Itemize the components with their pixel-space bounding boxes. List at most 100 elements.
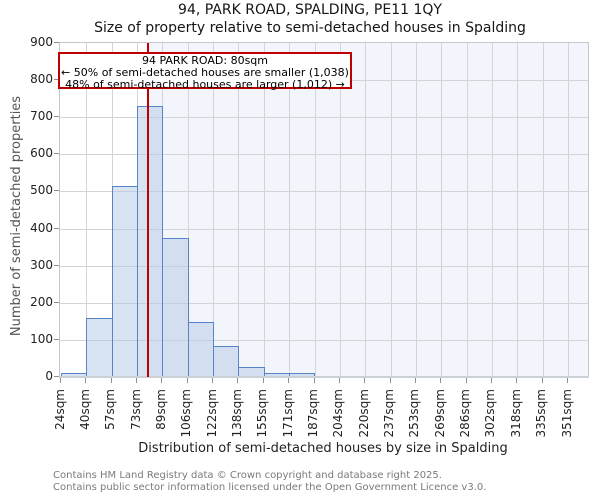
x-tick-mark: [60, 378, 61, 383]
x-tick-mark: [237, 378, 239, 383]
vertical-gridline: [86, 43, 88, 377]
x-tick-label: 122sqm: [204, 389, 219, 438]
horizontal-gridline: [60, 228, 588, 230]
y-tick-label: 100: [30, 331, 53, 346]
horizontal-gridline: [60, 117, 588, 119]
y-tick-mark: [54, 227, 59, 229]
x-tick-label: 89sqm: [153, 389, 168, 430]
annotation-smaller-line: ← 50% of semi-detached houses are smalle…: [61, 66, 349, 80]
x-tick-label: 286sqm: [458, 389, 473, 438]
x-tick-label: 24sqm: [52, 389, 67, 430]
vertical-gridline: [542, 43, 544, 377]
histogram-bar: [162, 237, 189, 377]
y-tick-label: 0: [45, 369, 53, 383]
x-tick-label: 40sqm: [77, 389, 92, 430]
footer-line-1: Contains HM Land Registry data © Crown c…: [53, 470, 442, 481]
horizontal-gridline: [60, 265, 588, 267]
x-tick-mark: [364, 378, 366, 383]
x-tick-label: 57sqm: [103, 389, 118, 430]
x-tick-label: 269sqm: [432, 389, 447, 438]
y-tick-mark: [54, 301, 59, 303]
y-tick-label: 300: [30, 257, 53, 272]
vertical-gridline: [314, 43, 316, 377]
vertical-gridline: [517, 43, 519, 377]
x-tick-mark: [85, 378, 87, 383]
vertical-gridline: [187, 43, 189, 377]
y-tick-mark: [54, 42, 59, 43]
vertical-gridline: [441, 43, 443, 377]
x-tick-label: 155sqm: [255, 389, 270, 438]
x-tick-mark: [465, 378, 467, 383]
x-tick-mark: [541, 378, 543, 383]
x-tick-mark: [288, 378, 290, 383]
x-tick-mark: [389, 378, 391, 383]
y-tick-label: 600: [30, 146, 53, 161]
horizontal-gridline: [60, 339, 588, 341]
x-tick-mark: [490, 378, 492, 383]
y-tick-label: 700: [30, 109, 53, 124]
x-tick-mark: [516, 378, 518, 383]
y-tick-mark: [54, 338, 59, 340]
footer-attribution: Contains HM Land Registry data © Crown c…: [53, 470, 486, 493]
histogram-bar: [86, 317, 113, 377]
horizontal-gridline: [60, 191, 588, 193]
histogram-bar: [137, 106, 164, 377]
larger-region-shading: [147, 43, 588, 377]
vertical-gridline: [339, 43, 341, 377]
x-tick-label: 73sqm: [128, 389, 143, 430]
vertical-gridline: [466, 43, 468, 377]
footer-line-2: Contains public sector information licen…: [53, 481, 487, 493]
y-tick-label: 200: [30, 294, 53, 309]
x-tick-mark: [440, 378, 442, 383]
x-axis-line: [59, 376, 589, 378]
vertical-gridline: [390, 43, 392, 377]
x-tick-label: 318sqm: [508, 389, 523, 438]
plot-area: [59, 42, 589, 378]
y-tick-label: 800: [30, 72, 53, 87]
x-tick-mark: [186, 378, 188, 383]
histogram-bar: [213, 346, 240, 377]
x-axis-title: Distribution of semi-detached houses by …: [138, 441, 508, 456]
x-tick-label: 204sqm: [331, 389, 346, 438]
x-tick-label: 253sqm: [407, 389, 422, 438]
y-tick-mark: [54, 190, 59, 192]
histogram-bar: [187, 322, 215, 377]
y-tick-mark: [54, 376, 59, 377]
y-tick-mark: [54, 116, 59, 118]
annotation-property-line: 94 PARK ROAD: 80sqm: [141, 54, 269, 67]
x-tick-label: 351sqm: [559, 389, 574, 438]
vertical-gridline: [365, 43, 367, 377]
x-tick-mark: [338, 378, 340, 383]
x-tick-mark: [212, 378, 214, 383]
vertical-gridline: [568, 43, 569, 377]
x-tick-label: 237sqm: [382, 389, 397, 438]
x-tick-label: 187sqm: [306, 389, 320, 438]
x-tick-label: 302sqm: [483, 389, 498, 438]
y-tick-mark: [54, 264, 59, 266]
x-tick-label: 335sqm: [534, 389, 549, 438]
vertical-gridline: [415, 43, 417, 377]
vertical-gridline: [213, 43, 215, 377]
y-tick-mark: [54, 153, 59, 155]
annotation-larger-line: 48% of semi-detached houses are larger (…: [65, 78, 345, 92]
x-tick-mark: [136, 378, 138, 383]
chart-title: 94, PARK ROAD, SPALDING, PE11 1QY: [178, 2, 442, 18]
marker-annotation: 94 PARK ROAD: 80sqm ← 50% of semi-detach…: [58, 52, 352, 92]
x-tick-mark: [414, 378, 416, 383]
x-tick-mark: [110, 378, 112, 383]
y-tick-label: 500: [30, 183, 53, 198]
x-tick-label: 171sqm: [280, 389, 295, 438]
x-tick-mark: [262, 378, 264, 383]
horizontal-gridline: [60, 302, 588, 304]
chart-subtitle: Size of property relative to semi-detach…: [94, 20, 526, 36]
vertical-gridline: [289, 43, 291, 377]
vertical-gridline: [491, 43, 493, 377]
vertical-gridline: [238, 43, 240, 377]
vertical-gridline: [263, 43, 265, 377]
x-tick-mark: [313, 378, 315, 383]
y-tick-label: 900: [30, 35, 53, 49]
x-tick-label: 106sqm: [179, 389, 194, 438]
x-tick-label: 220sqm: [356, 389, 371, 438]
y-tick-mark: [54, 79, 59, 81]
